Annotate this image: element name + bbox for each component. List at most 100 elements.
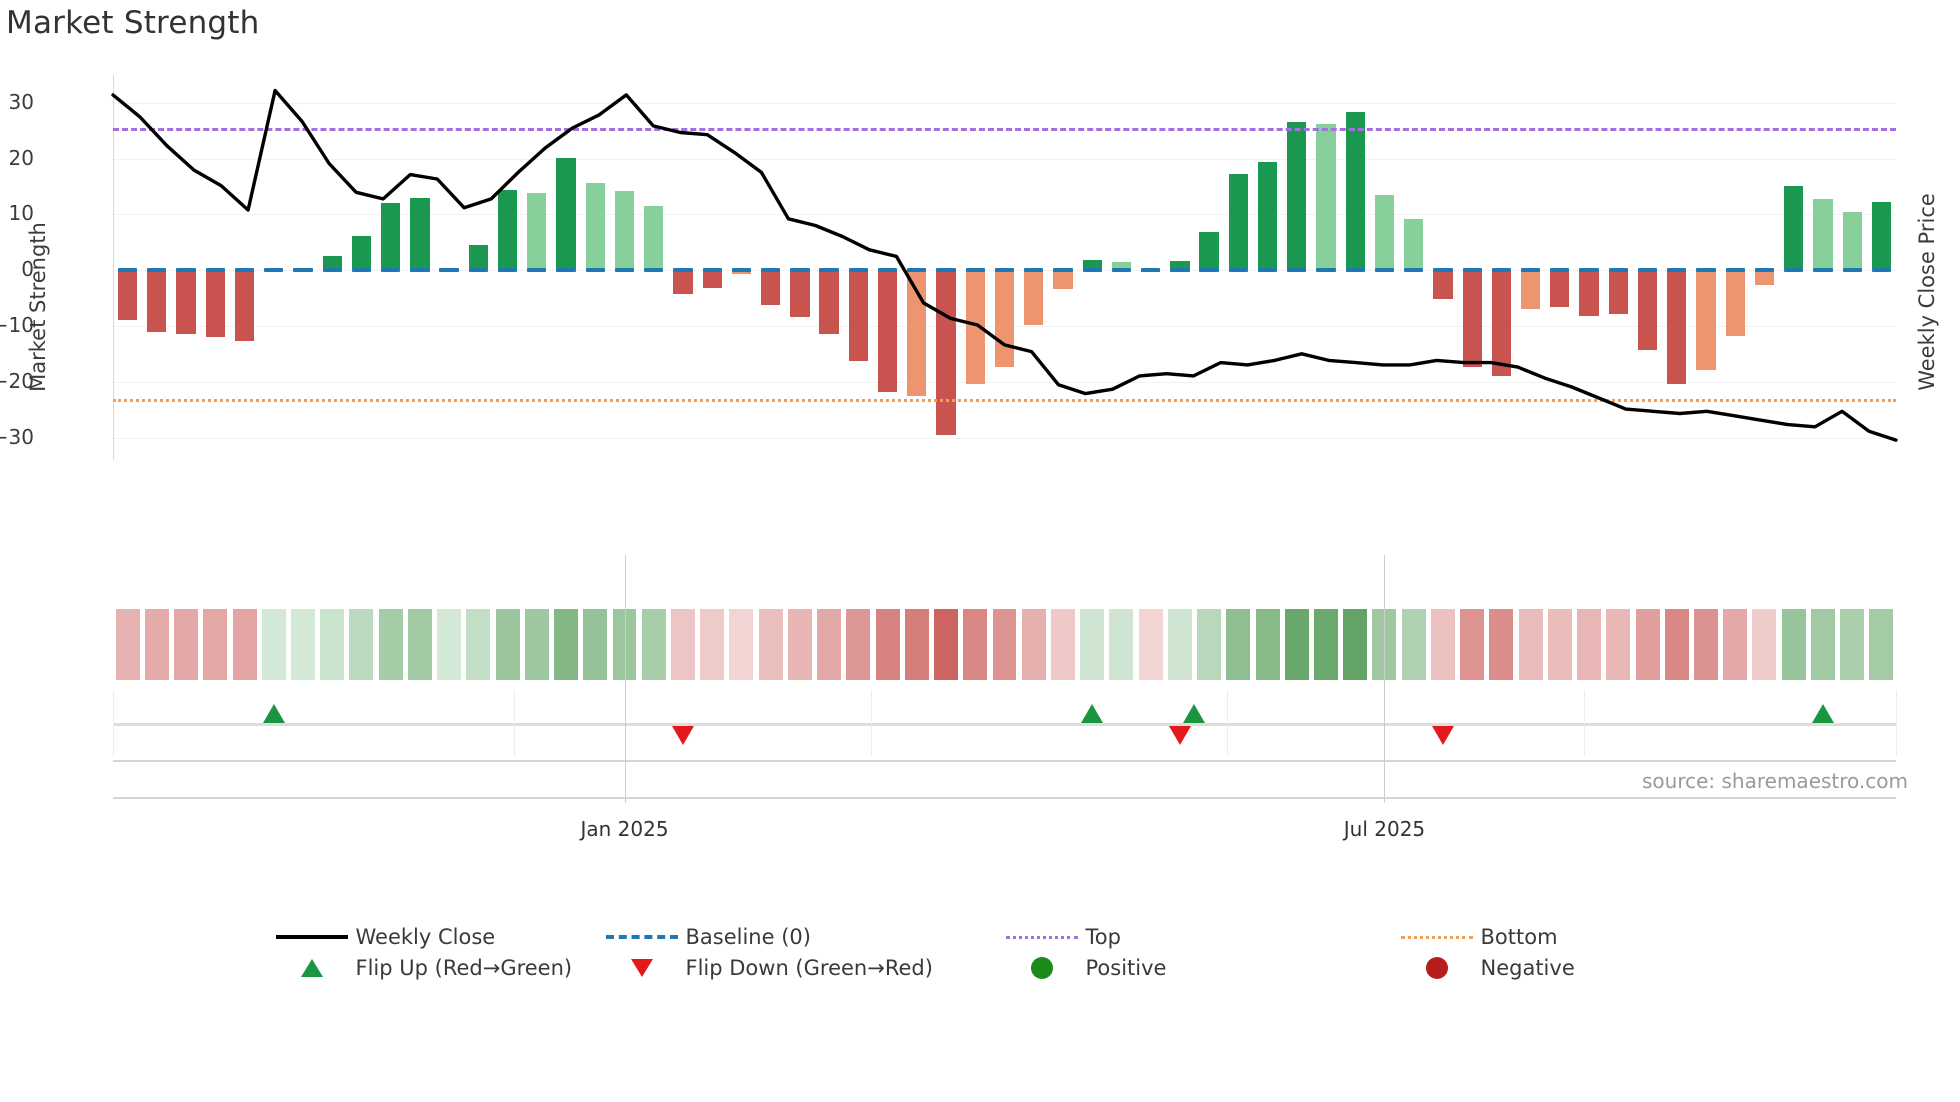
market-strength-bar bbox=[1433, 270, 1453, 300]
baseline-tick bbox=[234, 268, 255, 273]
heat-cell bbox=[846, 609, 871, 680]
legend-item[interactable]: Positive bbox=[998, 956, 1393, 980]
market-strength-bar bbox=[1345, 112, 1365, 271]
market-strength-bar bbox=[176, 270, 196, 335]
x-axis: Jan 2025 Jul 2025 bbox=[113, 555, 1896, 841]
market-strength-bar bbox=[585, 183, 605, 271]
flip-down-marker bbox=[1431, 726, 1454, 745]
heat-cell bbox=[758, 609, 783, 680]
gridline bbox=[113, 102, 1896, 104]
market-strength-bar bbox=[1404, 218, 1424, 271]
market-strength-bar bbox=[1813, 198, 1833, 271]
baseline-tick bbox=[1053, 268, 1073, 273]
market-strength-bar bbox=[1667, 270, 1687, 385]
market-strength-bar bbox=[410, 197, 430, 271]
x-axis-top-rule bbox=[113, 760, 1896, 762]
flip-grid-tick bbox=[1896, 690, 1897, 756]
baseline-tick bbox=[1141, 268, 1161, 273]
dotted-line-orange-icon bbox=[1393, 935, 1481, 939]
heat-cell bbox=[670, 609, 695, 680]
gridline bbox=[113, 158, 1896, 160]
gridline bbox=[113, 437, 1896, 439]
legend-item-label: Positive bbox=[1085, 956, 1167, 980]
baseline-tick bbox=[1462, 268, 1482, 273]
market-strength-bar bbox=[614, 190, 635, 271]
triangle-down-icon bbox=[598, 959, 686, 977]
legend-item-label: Flip Down (Green→Red) bbox=[685, 956, 933, 980]
x-axis-rule bbox=[113, 797, 1896, 799]
baseline-tick bbox=[731, 268, 752, 273]
baseline-tick bbox=[176, 268, 196, 273]
heat-cell bbox=[1547, 609, 1572, 680]
legend-item[interactable]: Flip Down (Green→Red) bbox=[598, 956, 998, 980]
market-strength-bar bbox=[702, 270, 722, 289]
heat-cell bbox=[1664, 609, 1689, 680]
market-strength-bar bbox=[205, 270, 225, 338]
heat-cell bbox=[875, 609, 900, 680]
baseline-tick bbox=[877, 268, 898, 273]
baseline-tick bbox=[1754, 268, 1775, 273]
heat-cell bbox=[787, 609, 812, 680]
baseline-tick bbox=[673, 268, 693, 273]
x-axis-label: Jul 2025 bbox=[1343, 817, 1426, 841]
market-strength-bar bbox=[1374, 194, 1395, 271]
market-strength-bar bbox=[1170, 261, 1190, 271]
heat-cell bbox=[904, 609, 929, 680]
heat-cell bbox=[495, 609, 520, 680]
legend-item[interactable]: Weekly Close bbox=[268, 925, 598, 949]
green-dot-icon bbox=[998, 957, 1086, 979]
heat-cell bbox=[729, 609, 754, 680]
chart-legend: Weekly Close Baseline (0) Top Bottom Flip U… bbox=[0, 925, 1960, 980]
legend-item-label: Flip Up (Red→Green) bbox=[355, 956, 573, 980]
x-axis-tick bbox=[624, 555, 626, 803]
legend-item[interactable]: Negative bbox=[1393, 956, 1693, 980]
baseline-tick bbox=[1111, 268, 1132, 273]
market-strength-bar bbox=[1024, 270, 1044, 325]
market-strength-bar bbox=[790, 270, 810, 318]
market-strength-bar bbox=[322, 255, 342, 271]
baseline-tick bbox=[644, 268, 664, 273]
legend-item[interactable]: Baseline (0) bbox=[598, 925, 998, 949]
baseline-tick bbox=[381, 268, 401, 273]
flip-marker-row bbox=[113, 690, 1897, 760]
baseline-tick bbox=[1228, 268, 1248, 273]
market-strength-bar bbox=[117, 270, 138, 321]
market-strength-bar bbox=[1462, 270, 1482, 368]
heat-cell bbox=[992, 609, 1017, 680]
market-strength-bar bbox=[234, 270, 255, 342]
baseline-tick bbox=[1257, 268, 1278, 273]
heat-cell bbox=[261, 609, 286, 680]
market-strength-bar bbox=[761, 270, 781, 305]
legend-item[interactable]: Top bbox=[998, 925, 1393, 949]
heat-cell bbox=[1255, 609, 1280, 680]
baseline-tick bbox=[1667, 268, 1687, 273]
x-axis-label: Jan 2025 bbox=[580, 817, 669, 841]
heat-cell bbox=[1109, 609, 1134, 680]
red-dot-icon bbox=[1393, 957, 1481, 979]
gridline bbox=[113, 381, 1896, 383]
heat-cell bbox=[174, 609, 199, 680]
baseline-tick bbox=[819, 268, 839, 273]
flip-up-marker bbox=[1081, 704, 1104, 723]
heat-cell bbox=[1518, 609, 1543, 680]
legend-item-label: Baseline (0) bbox=[685, 925, 811, 949]
heat-cell bbox=[817, 609, 842, 680]
market-strength-bar bbox=[1199, 231, 1219, 271]
top-reference-line bbox=[113, 128, 1896, 131]
heat-cell bbox=[1489, 609, 1514, 680]
market-strength-bar bbox=[1608, 270, 1628, 315]
y-axis-tick-left: −20 bbox=[0, 368, 34, 393]
legend-item-label: Top bbox=[1085, 925, 1121, 949]
legend-item[interactable]: Flip Up (Red→Green) bbox=[268, 956, 598, 980]
market-strength-bar bbox=[468, 244, 488, 271]
market-strength-bar bbox=[497, 189, 518, 271]
heat-cell bbox=[1021, 609, 1046, 680]
gridline bbox=[113, 214, 1896, 216]
flip-up-marker bbox=[1811, 704, 1834, 723]
baseline-tick bbox=[1579, 268, 1599, 273]
baseline-tick bbox=[1316, 268, 1336, 273]
legend-item[interactable]: Bottom bbox=[1393, 925, 1693, 949]
market-strength-bar bbox=[1287, 121, 1307, 271]
market-strength-bar bbox=[147, 270, 167, 332]
